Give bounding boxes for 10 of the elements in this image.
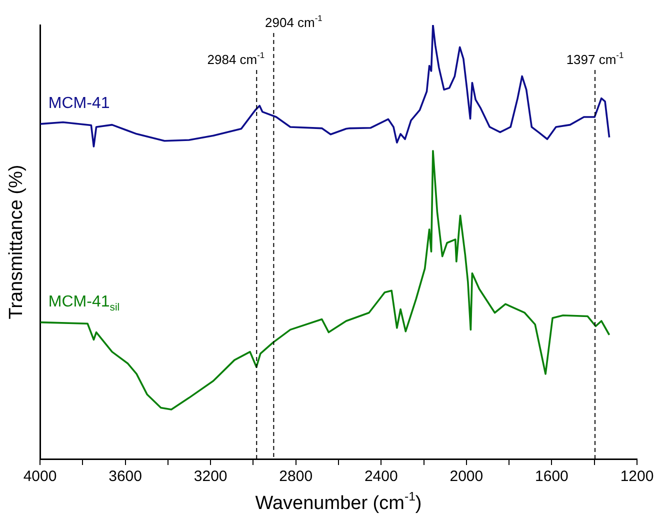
x-tick-label: 2400 xyxy=(364,468,398,486)
x-tick-label: 2800 xyxy=(279,468,313,486)
series-label: MCM-41 xyxy=(48,94,110,112)
x-tick-label: 1600 xyxy=(535,468,568,486)
x-tick-label: 3600 xyxy=(108,468,142,486)
y-axis-title: Transmittance (%) xyxy=(6,164,27,320)
x-tick-label: 2000 xyxy=(450,468,484,486)
x-tick-label: 3200 xyxy=(194,468,228,486)
x-tick-label: 1200 xyxy=(620,468,654,486)
x-tick-label: 4000 xyxy=(23,468,57,486)
